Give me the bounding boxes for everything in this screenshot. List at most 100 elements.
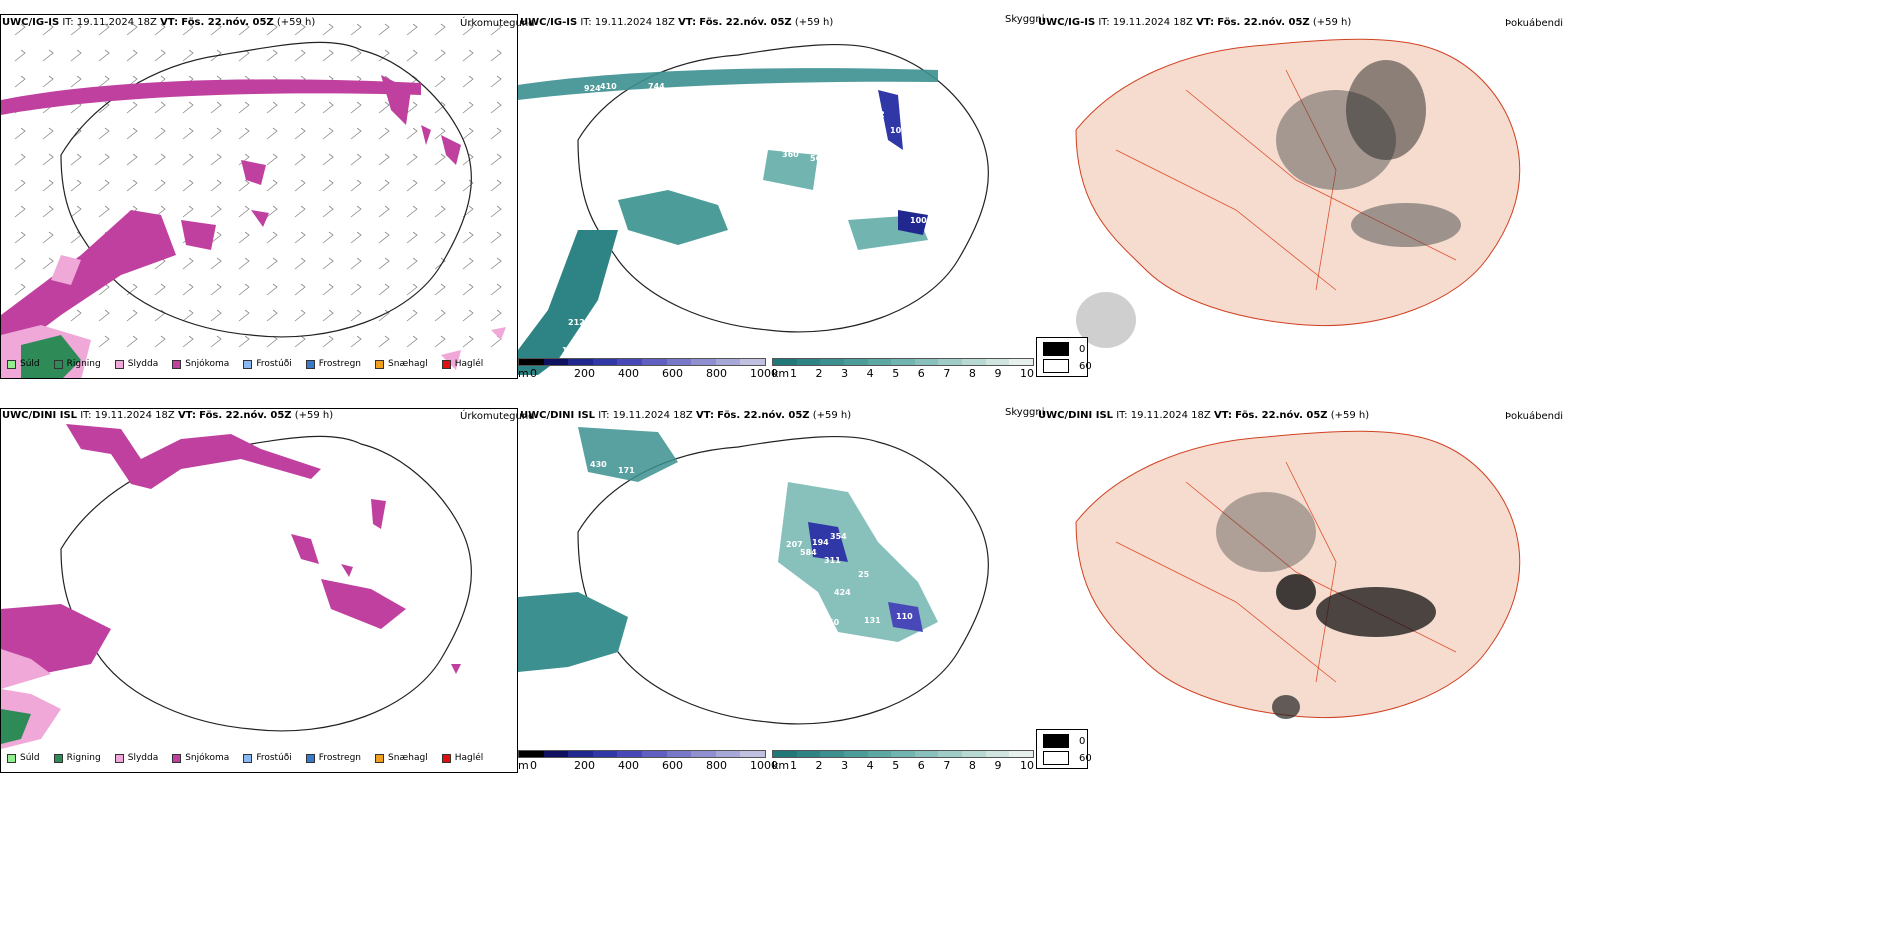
legend-label: Haglél [454,359,484,369]
wind-barb [182,49,194,62]
wind-barb [70,231,82,244]
precip-legend-item: Snæhagl [375,359,428,369]
wind-barb [154,127,166,140]
legend-label: Frostregn [318,753,362,763]
wind-barb [182,205,194,218]
wind-barb [490,309,502,322]
it-value: 19.11.2024 18Z [94,410,175,421]
cloud-label: 567 [810,154,827,163]
wind-barb [266,127,278,140]
fog-swatch-top [1043,342,1069,356]
legend-swatch [172,753,182,763]
wind-barb [98,75,110,88]
colorbar-step [773,751,797,757]
wind-barb [462,335,474,348]
wind-barb [378,127,390,140]
wind-barb [126,153,138,166]
panel-title-precip: Úrkomutegund [460,18,535,29]
wind-barb [462,127,474,140]
wind-barb [154,153,166,166]
wind-barb [350,23,362,36]
cloud-label: 207 [786,540,803,549]
wind-barb [406,101,418,114]
colorbar-tick: 6 [917,367,925,380]
wind-barb [154,205,166,218]
wind-barb [434,101,446,114]
fog-legend-top: 0 [1079,735,1086,747]
fog-swatch-top [1043,734,1069,748]
colorbar-tick: 7 [943,759,951,772]
wind-barb [210,101,222,114]
wind-barb [210,231,222,244]
cloud-visibility-map-row2: 430 171 207 194 354 584 311 25 424 149 5… [518,422,1033,767]
fog-swatch-bottom [1043,751,1069,765]
wind-barb [70,309,82,322]
colorbar-step [1009,359,1034,365]
wind-barb [126,283,138,296]
legend-label: Slydda [127,359,159,369]
wind-barb [42,257,54,270]
wind-barb [238,309,250,322]
colorbar-step [796,359,821,365]
colorbar-step [617,359,642,365]
wind-barb [350,49,362,62]
wind-barb [350,257,362,270]
wind-barb [490,231,502,244]
colorbar-step [740,359,765,365]
cloud-label: 171 [562,346,579,355]
colorbar-step [891,751,915,757]
model-name: UWC/IG-IS [520,17,578,28]
fog-legend-row2: 0 60 [1036,729,1092,769]
colorbar-step [715,359,741,365]
wind-barb [378,257,390,270]
precip-type-map-row2: Súld Rigning Slydda Snjókoma Frostúði Frostre… [0,408,518,773]
fog-swatch-bottom [1043,359,1069,373]
wind-barb [462,101,474,114]
wind-barb [238,179,250,192]
colorbar-step [820,751,844,757]
legend-label: Haglél [454,753,484,763]
cloud-label: 100 [910,216,927,225]
model-name: UWC/IG-IS [1038,17,1096,28]
wind-barb [322,153,334,166]
wind-barb [322,23,334,36]
row1-header-left: UWC/IG-IS IT: 19.11.2024 18Z VT: Fös. 22… [2,17,315,29]
wind-barb [238,101,250,114]
fog-legend-bottom: 60 [1079,360,1092,372]
precip-legend-item: Rigning [53,753,101,763]
wind-barb [490,101,502,114]
precip-type-map-row1: Súld Rigning Slydda Snjókoma Frostúði Frostre… [0,14,518,379]
vt-value: Fös. 22.nóv. 05Z [199,410,292,421]
vt-value: Fös. 22.nóv. 05Z [1217,17,1310,28]
vt-label: VT: [695,410,714,421]
colorbar-step [691,751,716,757]
wind-barb [294,283,306,296]
legend-label: Rigning [66,753,101,763]
vt-label: VT: [678,17,697,28]
wind-barb [238,231,250,244]
wind-barb [378,153,390,166]
precip-legend-item: Frostregn [305,359,361,369]
precip-legend-item: Súld [7,359,40,369]
wind-barb [350,309,362,322]
wind-barb [266,153,278,166]
wind-barb [462,205,474,218]
colorbar-step [843,359,868,365]
wind-barb [406,23,418,36]
fog-map-graphic [1075,430,1521,719]
it-label: IT: [598,410,610,421]
wind-barb [294,101,306,114]
legend-label: Snæhagl [388,359,428,369]
wind-barb [98,283,110,296]
wind-barb [154,309,166,322]
panel-title-fog: Þokuábendi [1505,18,1564,29]
wind-barb [378,205,390,218]
wind-barb [406,283,418,296]
cloud-label: 311 [824,556,841,565]
wind-barb [322,335,334,348]
lead-time: (+59 h) [794,17,834,28]
wind-barb [126,127,138,140]
colorbar-unit: km [772,367,790,380]
wind-barb [322,101,334,114]
wind-barb [210,309,222,322]
